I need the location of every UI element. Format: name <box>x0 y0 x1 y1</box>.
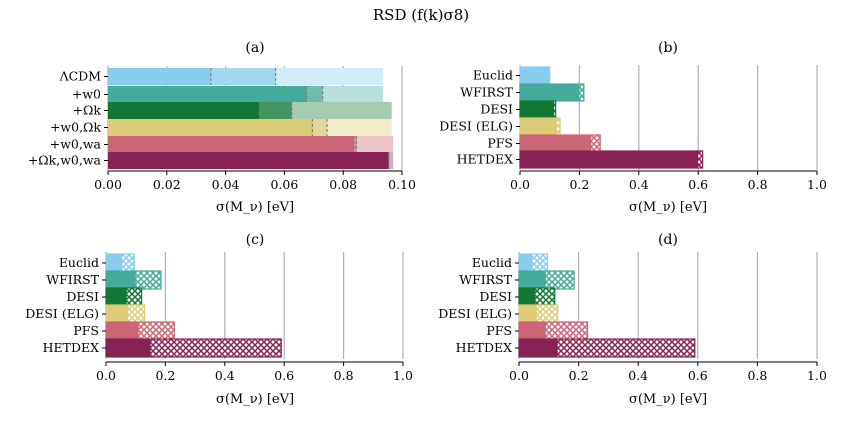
x-tick-label: 0.4 <box>629 177 649 192</box>
panel-c-xlabel: σ(M_ν) [eV] <box>216 392 294 407</box>
bar-full <box>108 119 313 136</box>
bar-full <box>108 102 260 119</box>
bar-full <box>108 68 211 85</box>
x-tick-label: 0.06 <box>270 177 298 192</box>
panel-a-xlabel: σ(M_ν) [eV] <box>216 200 294 215</box>
panel-c-axis: 0.0 0.2 0.4 0.6 0.8 1.0 <box>96 262 413 383</box>
panel-c-categories: Euclid WFIRST DESI DESI (ELG) PFS HETDEX <box>25 255 99 355</box>
category-label: WFIRST <box>46 272 99 287</box>
category-label: HETDEX <box>456 340 513 355</box>
x-tick-label: 0.6 <box>688 368 708 383</box>
x-tick-label: 0.2 <box>569 177 589 192</box>
x-tick-label: 1.0 <box>807 177 827 192</box>
x-tick-label: 0.0 <box>510 177 530 192</box>
category-label: HETDEX <box>43 340 100 355</box>
bar-solid <box>520 118 558 135</box>
bar-solid <box>519 322 546 340</box>
bar-full <box>108 136 354 153</box>
panel-b-axis: 0.0 0.2 0.4 0.6 0.8 1.0 <box>510 75 827 192</box>
x-tick-label: 0.8 <box>334 368 354 383</box>
figure-title: RSD (f(k)σ8) <box>373 6 469 24</box>
panel-b: (b) 0.0 0.2 0.4 0.6 0.8 1.0 Euclid WFIRST DESI D… <box>439 40 827 215</box>
category-label: DESI <box>479 289 512 304</box>
category-label: +w0,wa <box>50 137 102 152</box>
x-tick-label: 0.02 <box>153 177 181 192</box>
x-tick-label: 0.0 <box>96 368 116 383</box>
x-tick-label: 0.6 <box>274 368 294 383</box>
x-tick-label: 0.2 <box>155 368 175 383</box>
panel-d-xlabel: σ(M_ν) [eV] <box>629 392 707 407</box>
bar-solid <box>519 254 533 272</box>
category-label: DESI (ELG) <box>438 306 512 321</box>
bar-solid <box>106 322 139 340</box>
bar-solid <box>520 151 699 168</box>
x-tick-label: 0.04 <box>212 177 240 192</box>
category-label: Euclid <box>472 255 512 270</box>
bar-solid <box>520 135 592 152</box>
bar-solid <box>520 67 550 84</box>
bar-solid <box>106 271 136 289</box>
panel-d-bars <box>518 253 696 358</box>
panel-a-title: (a) <box>245 40 264 56</box>
panel-b-title: (b) <box>658 40 678 56</box>
category-label: HETDEX <box>457 152 514 167</box>
x-tick-label: 0.6 <box>688 177 708 192</box>
panel-c-title: (c) <box>246 232 265 248</box>
bar-solid <box>106 339 151 357</box>
bar-solid <box>519 339 558 357</box>
panel-c: (c) 0.0 0.2 0.4 0.6 0.8 1.0 Euclid WFIRST DESI D… <box>25 232 413 407</box>
bar-full <box>108 152 389 169</box>
category-label: +w0 <box>72 87 101 102</box>
bar-solid <box>106 305 129 323</box>
panel-d-axis: 0.0 0.2 0.4 0.6 0.8 1.0 <box>509 262 827 383</box>
bar-solid <box>520 101 555 118</box>
category-label: Euclid <box>59 255 99 270</box>
category-label: WFIRST <box>460 85 513 100</box>
category-label: +w0,Ωk <box>50 120 101 135</box>
category-label: +Ωk <box>73 103 102 118</box>
category-label: PFS <box>486 323 512 338</box>
bar-solid <box>519 271 546 289</box>
bar-solid <box>520 84 580 101</box>
panel-d-categories: Euclid WFIRST DESI DESI (ELG) PFS HETDEX <box>438 255 512 355</box>
panel-a-bars <box>108 68 394 169</box>
bar-solid <box>519 288 536 306</box>
category-label: DESI (ELG) <box>439 119 513 134</box>
panel-a: (a) 0.00 0.02 0.04 0.06 0.08 0.10 ΛCDM +w0+Ωk +… <box>28 40 416 215</box>
panel-a-axis: 0.00 0.02 0.04 0.06 0.08 0.10 <box>94 76 416 192</box>
panel-b-bars <box>519 66 704 169</box>
category-label: ΛCDM <box>59 69 102 84</box>
panel-c-bars <box>105 253 282 358</box>
bar-solid <box>519 305 537 323</box>
x-tick-label: 0.08 <box>329 177 357 192</box>
bar-solid <box>106 254 123 272</box>
category-label: DESI (ELG) <box>25 306 99 321</box>
panel-b-xlabel: σ(M_ν) [eV] <box>629 200 707 215</box>
category-label: DESI <box>66 289 99 304</box>
panel-d: (d) 0.0 0.2 0.4 0.6 0.8 1.0 Euclid WFIRST DESI D… <box>438 232 827 407</box>
x-tick-label: 1.0 <box>393 368 413 383</box>
category-label: +Ωk,w0,wa <box>28 153 102 168</box>
x-tick-label: 0.4 <box>628 368 648 383</box>
x-tick-label: 0.4 <box>215 368 235 383</box>
x-tick-label: 0.8 <box>747 368 767 383</box>
x-tick-label: 1.0 <box>807 368 827 383</box>
category-label: PFS <box>73 323 99 338</box>
x-tick-label: 0.00 <box>94 177 122 192</box>
bar-full <box>108 86 307 103</box>
x-tick-label: 0.2 <box>569 368 589 383</box>
category-label: PFS <box>487 136 513 151</box>
category-label: DESI <box>480 102 513 117</box>
x-tick-label: 0.8 <box>748 177 768 192</box>
x-tick-label: 0.10 <box>388 177 416 192</box>
category-label: Euclid <box>473 68 513 83</box>
category-label: WFIRST <box>459 272 512 287</box>
bar-solid <box>106 288 127 306</box>
panel-d-title: (d) <box>658 232 678 248</box>
panel-a-categories: ΛCDM +w0+Ωk +w0,Ωk +w0,wa+Ωk,w0,wa <box>28 69 102 168</box>
x-tick-label: 0.0 <box>509 368 529 383</box>
